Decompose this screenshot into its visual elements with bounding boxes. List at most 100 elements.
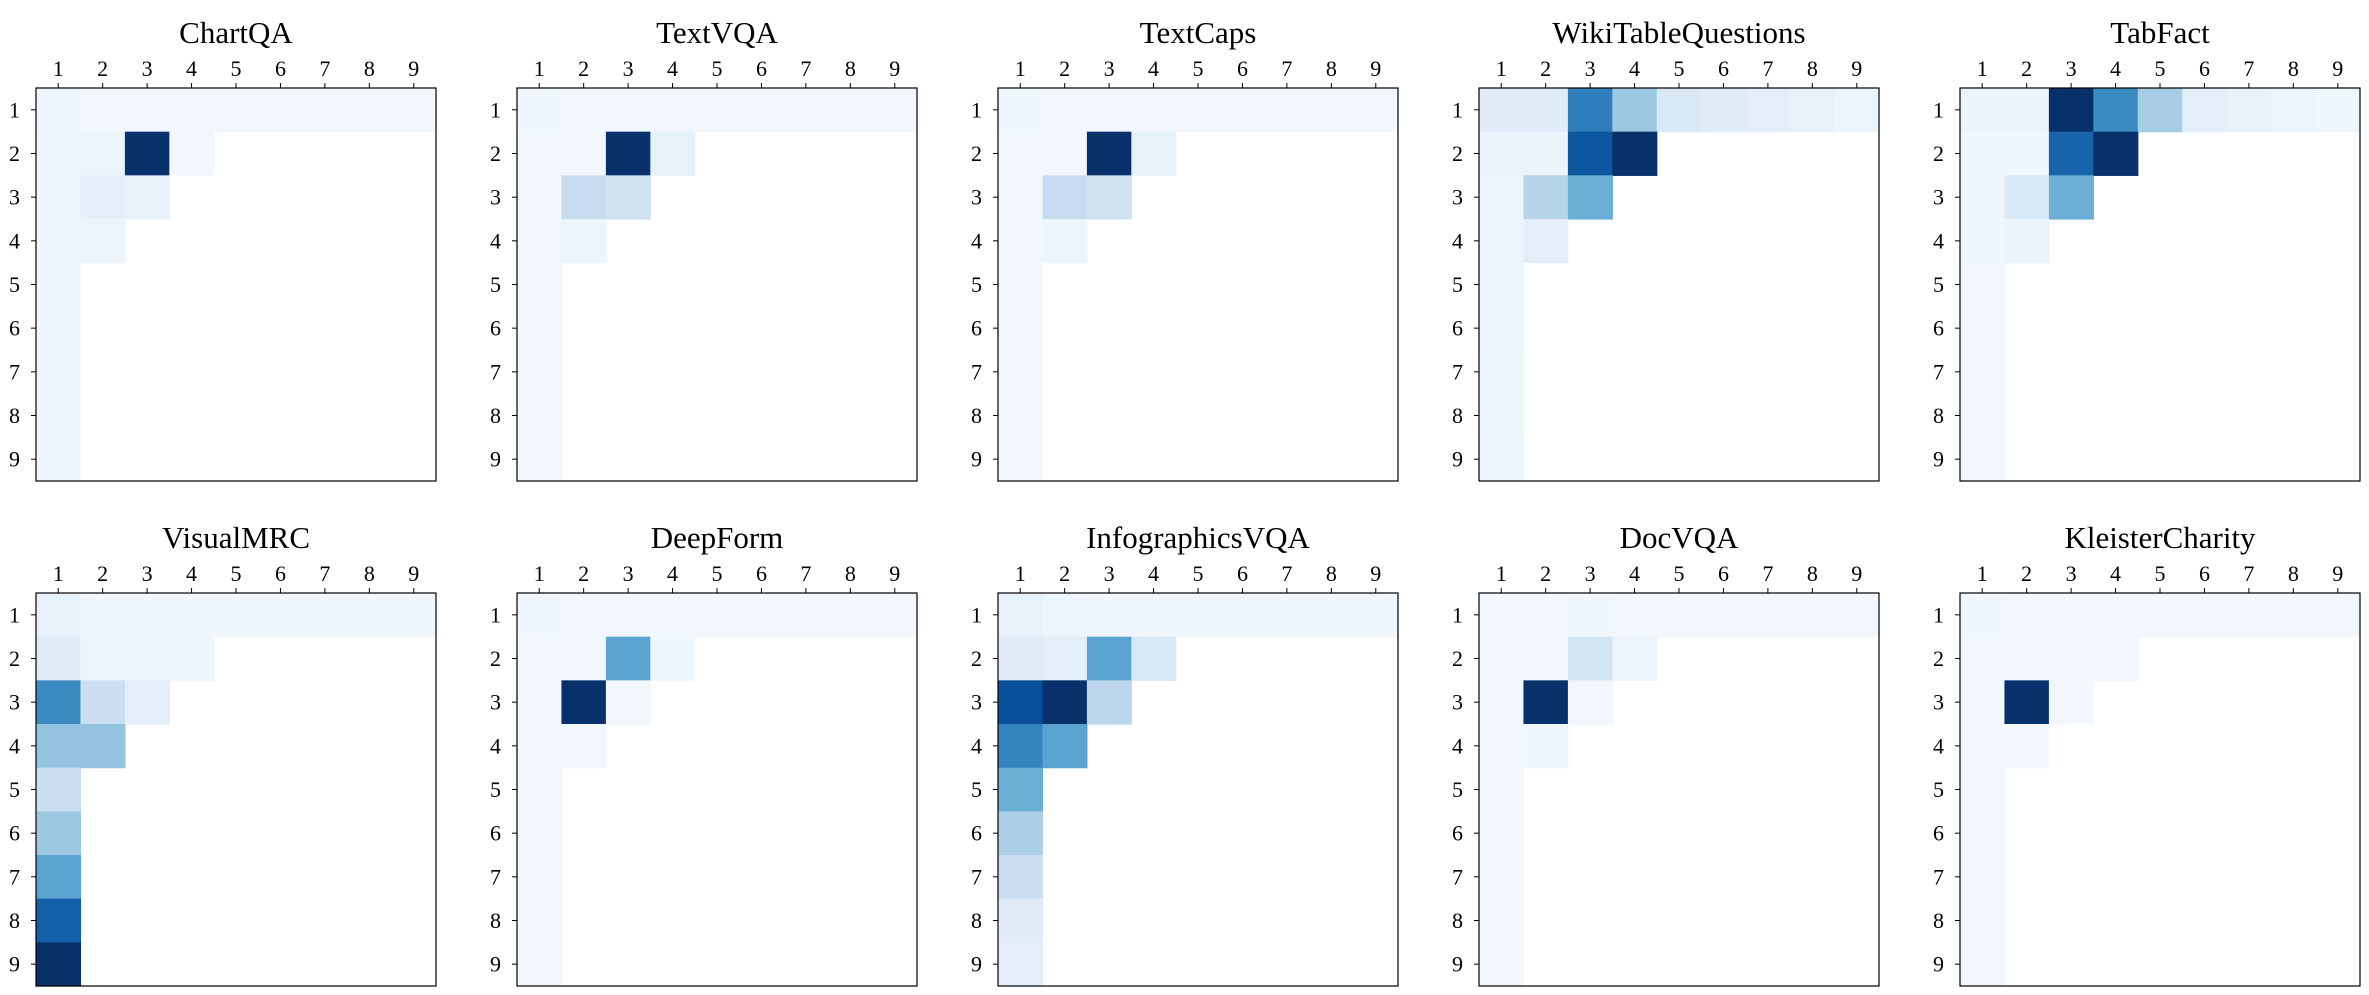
heatmap-cell [1612, 593, 1658, 638]
chart-title: KleisterCharity [2064, 520, 2256, 555]
heatmap-cell [1745, 593, 1791, 638]
heatmap-cell [998, 306, 1044, 351]
y-tick-label: 8 [971, 908, 982, 933]
heatmap-cell [1086, 593, 1132, 638]
heatmap-panel: TextVQA 1 2 3 4 5 6 7 8 9 1 2 3 4 5 6 7 8 9 [490, 15, 918, 482]
heatmap-cell [828, 593, 874, 638]
heatmap-cell [998, 131, 1044, 176]
x-tick-label: 6 [1237, 56, 1248, 81]
heatmap-cell [605, 131, 651, 176]
heatmap-cell [2004, 680, 2050, 725]
heatmap-cell [1353, 88, 1399, 133]
heatmap-cell [36, 767, 82, 812]
heatmap-panel: InfographicsVQA 1 2 3 4 5 6 7 8 9 1 2 3 4 5 6 7 8 9 [971, 520, 1399, 987]
heatmap-cell [1960, 219, 2006, 264]
x-tick-label: 4 [186, 561, 197, 586]
y-tick-label: 6 [1452, 316, 1463, 341]
chart-title: WikiTableQuestions [1552, 15, 1805, 50]
heatmap-cell [169, 593, 215, 638]
y-tick-label: 5 [490, 272, 501, 297]
heatmap-cell [258, 593, 304, 638]
x-tick-label: 5 [1193, 561, 1204, 586]
heatmap-cell [36, 593, 82, 638]
heatmap-cell [1479, 262, 1525, 307]
x-tick-label: 3 [1585, 56, 1596, 81]
heatmap-cell [1479, 593, 1525, 638]
x-tick-label: 6 [756, 56, 767, 81]
heatmap-panel: DocVQA 1 2 3 4 5 6 7 8 9 1 2 3 4 5 6 7 8 9 [1452, 520, 1880, 987]
y-tick-label: 1 [490, 97, 501, 122]
y-tick-label: 9 [1933, 447, 1944, 472]
heatmap-cell [517, 942, 563, 987]
x-tick-label: 4 [667, 56, 678, 81]
heatmap-cell [80, 219, 126, 264]
x-tick-label: 7 [2243, 561, 2254, 586]
heatmap-panel: WikiTableQuestions 1 2 3 4 5 6 7 8 9 1 2 3 4 5 6 7 8 9 [1452, 15, 1880, 482]
heatmap-cell [1960, 393, 2006, 438]
y-tick-label: 9 [1452, 952, 1463, 977]
heatmap-cell [1960, 350, 2006, 395]
x-tick-label: 1 [1015, 56, 1026, 81]
heatmap-cell [1612, 636, 1658, 681]
x-tick-label: 3 [2066, 56, 2077, 81]
x-tick-label: 7 [319, 561, 330, 586]
y-tick-label: 4 [9, 228, 20, 253]
heatmap-cell [1960, 855, 2006, 900]
x-tick-label: 9 [889, 561, 900, 586]
x-tick-label: 4 [2110, 56, 2121, 81]
y-tick-label: 1 [1452, 97, 1463, 122]
x-tick-label: 2 [2021, 56, 2032, 81]
y-tick-label: 1 [971, 97, 982, 122]
heatmap-cell [1479, 855, 1525, 900]
heatmap-cell [605, 636, 651, 681]
heatmap-cell [1086, 175, 1132, 220]
y-tick-label: 9 [490, 447, 501, 472]
x-tick-label: 2 [2021, 561, 2032, 586]
y-tick-label: 7 [9, 359, 20, 384]
heatmap-cell [36, 88, 82, 133]
heatmap-cell [1131, 88, 1177, 133]
heatmap-cell [1479, 219, 1525, 264]
heatmap-cell [517, 855, 563, 900]
x-tick-label: 1 [1977, 56, 1988, 81]
heatmap-cell [517, 350, 563, 395]
x-tick-label: 8 [364, 561, 375, 586]
heatmap-cell [1960, 898, 2006, 943]
heatmap-cell [213, 88, 259, 133]
x-tick-label: 2 [1540, 56, 1551, 81]
y-tick-label: 6 [1933, 821, 1944, 846]
heatmap-cell [36, 306, 82, 351]
heatmap-cell [1479, 680, 1525, 725]
y-tick-label: 1 [971, 602, 982, 627]
y-tick-label: 5 [1452, 777, 1463, 802]
heatmap-cell [1656, 593, 1702, 638]
heatmap-cell [872, 88, 918, 133]
x-tick-label: 4 [1629, 56, 1640, 81]
y-tick-label: 5 [1452, 272, 1463, 297]
y-tick-label: 3 [490, 185, 501, 210]
y-tick-label: 8 [1933, 403, 1944, 428]
x-tick-label: 3 [623, 561, 634, 586]
y-tick-label: 8 [490, 403, 501, 428]
y-tick-label: 3 [1452, 690, 1463, 715]
heatmap-cell [1567, 636, 1613, 681]
x-tick-label: 1 [1496, 56, 1507, 81]
heatmap-cell [1567, 88, 1613, 133]
x-tick-label: 4 [667, 561, 678, 586]
heatmap-cell [561, 219, 607, 264]
heatmap-cell [1523, 219, 1569, 264]
x-tick-label: 8 [1807, 561, 1818, 586]
y-tick-label: 3 [9, 185, 20, 210]
heatmap-cell [1309, 593, 1355, 638]
heatmap-cell [36, 898, 82, 943]
x-tick-label: 1 [1015, 561, 1026, 586]
heatmap-cell [302, 593, 348, 638]
heatmap-cell [561, 680, 607, 725]
heatmap-cell [650, 131, 696, 176]
heatmap-cell [561, 88, 607, 133]
heatmap-cell [1042, 593, 1088, 638]
heatmap-cell [1479, 393, 1525, 438]
x-tick-label: 1 [534, 56, 545, 81]
heatmap-cell [36, 636, 82, 681]
